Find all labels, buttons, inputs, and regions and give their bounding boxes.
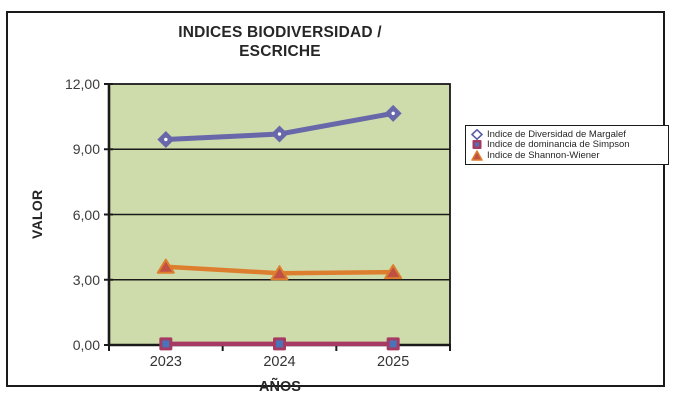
triangle-marker — [156, 258, 175, 274]
square-marker-icon — [471, 139, 483, 150]
chart-figure: INDICES BIODIVERSIDAD / ESCRICHE VALOR 0… — [6, 11, 669, 395]
diamond-marker-center — [391, 111, 395, 116]
y-tick-label: 3,00 — [72, 271, 100, 288]
chart-title: INDICES BIODIVERSIDAD / ESCRICHE — [109, 23, 451, 61]
x-tick-label: 2024 — [263, 354, 296, 370]
legend-label: Indice de Shannon-Wiener — [487, 149, 600, 161]
plot-area — [104, 83, 451, 351]
chart-title-line1: INDICES BIODIVERSIDAD / — [178, 24, 382, 41]
diamond-marker-center — [277, 132, 282, 136]
triangle-marker — [384, 264, 403, 280]
chart-title-line2: ESCRICHE — [239, 43, 321, 60]
x-axis-title: AÑOS — [259, 379, 301, 395]
y-tick-label: 0,00 — [72, 337, 100, 353]
y-tick-label: 6,00 — [72, 206, 100, 223]
x-tick-label: 2023 — [149, 354, 182, 370]
y-tick-label: 12,00 — [64, 76, 100, 92]
legend-label: Indice de dominancia de Simpson — [487, 139, 630, 151]
y-tick-label: 9,00 — [72, 141, 100, 158]
legend-item-simpson: Indice de dominancia de Simpson — [471, 139, 664, 151]
triangle-marker-icon — [471, 150, 483, 161]
legend-item-shannon: Indice de Shannon-Wiener — [471, 150, 664, 161]
legend-label: Indice de Diversidad de Margalef — [487, 128, 626, 140]
legend: Indice de Diversidad de Margalef Indice … — [465, 125, 669, 165]
square-marker-center — [162, 340, 170, 348]
triangle-marker — [270, 265, 289, 281]
square-marker-center — [389, 340, 397, 348]
square-marker-center — [276, 340, 283, 348]
diamond-marker-icon — [471, 128, 483, 140]
legend-item-margalef: Indice de Diversidad de Margalef — [471, 128, 664, 140]
x-tick-label: 2025 — [377, 354, 410, 370]
diamond-marker-center — [164, 137, 168, 142]
